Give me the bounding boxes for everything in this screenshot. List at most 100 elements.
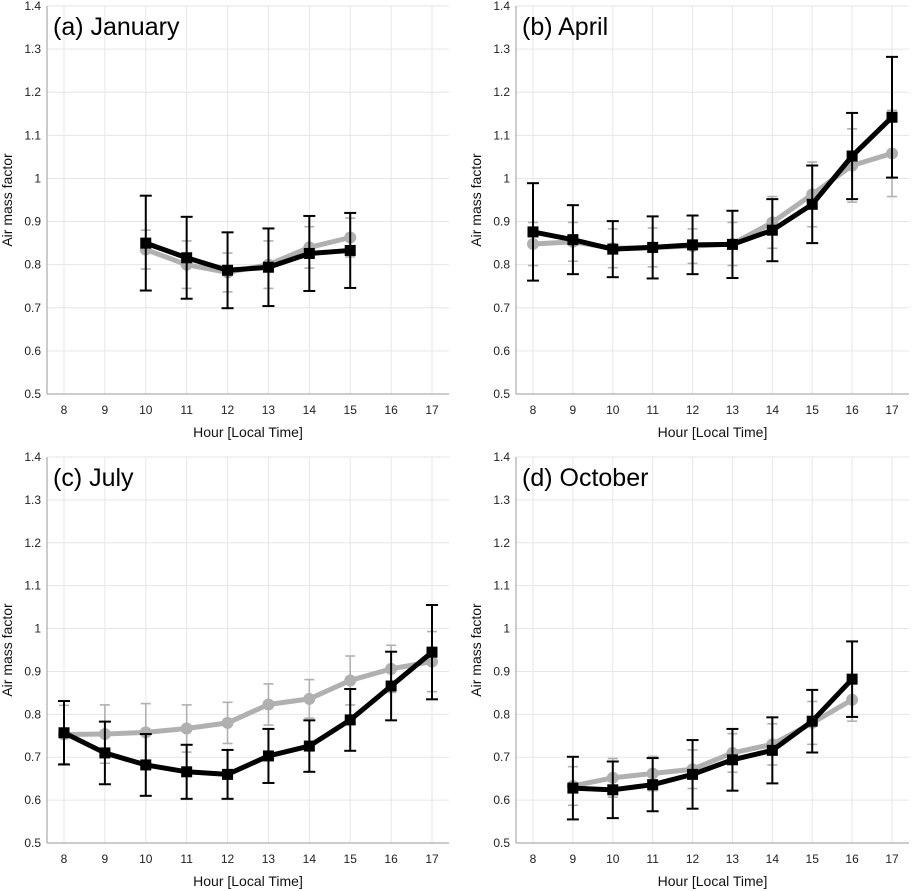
x-tick-label: 13 (262, 403, 276, 417)
data-point-square (567, 782, 579, 794)
data-point-square (726, 754, 738, 766)
y-tick-label: 0.7 (24, 301, 41, 315)
series-black-square (527, 55, 898, 282)
y-axis-title: Air mass factor (468, 153, 484, 247)
x-tick-label: 15 (806, 403, 820, 417)
x-tick-label: 13 (726, 403, 740, 417)
data-point-square (766, 744, 778, 756)
x-tick-label: 12 (686, 852, 700, 866)
x-tick-label: 8 (61, 852, 68, 866)
y-tick-label: 1.4 (493, 0, 510, 13)
x-axis-title: Hour [Local Time] (193, 424, 303, 440)
x-tick-label: 13 (262, 852, 276, 866)
x-tick-label: 15 (344, 403, 358, 417)
data-point-square (385, 680, 397, 692)
data-point-square (303, 247, 315, 259)
x-tick-label: 15 (806, 852, 820, 866)
x-axis-title: Hour [Local Time] (658, 424, 768, 440)
y-tick-label: 0.8 (24, 707, 41, 721)
x-tick-label: 14 (303, 403, 317, 417)
data-point-square (766, 224, 778, 236)
series-black-square (566, 640, 859, 821)
y-tick-label: 0.6 (24, 793, 41, 807)
y-tick-label: 1.4 (24, 0, 41, 13)
chart-panel-1: 0.5 0.6 0.7 0.8 0.9 1 1.1 1.2 1.3 1.4 8 9 10 11 12 13 14… (0, 0, 449, 440)
data-point-square (607, 243, 619, 255)
data-point-square (99, 747, 111, 759)
y-axis-title: Air mass factor (0, 603, 15, 697)
x-tick-label: 9 (102, 403, 109, 417)
x-tick-label: 16 (845, 403, 859, 417)
x-tick-label: 13 (726, 852, 740, 866)
y-tick-label: 0.7 (24, 750, 41, 764)
y-tick-label: 0.7 (493, 750, 510, 764)
chart-panel-2: 0.5 0.6 0.7 0.8 0.9 1 1.1 1.2 1.3 1.4 8 9 10 11 12 13 14… (468, 0, 909, 440)
x-tick-label: 11 (180, 403, 193, 417)
data-point-square (140, 759, 152, 771)
y-tick-label: 0.9 (493, 215, 510, 229)
data-point-square (527, 226, 539, 238)
y-tick-label: 0.6 (493, 344, 510, 358)
y-tick-label: 0.9 (24, 215, 41, 229)
x-tick-label: 11 (646, 852, 659, 866)
data-point-square (647, 779, 659, 791)
data-point-square (262, 261, 274, 273)
x-tick-label: 17 (885, 852, 899, 866)
y-tick-label: 0.5 (493, 836, 510, 850)
x-tick-label: 10 (139, 403, 153, 417)
x-tick-label: 12 (221, 852, 235, 866)
y-tick-label: 0.8 (24, 258, 41, 272)
y-tick-label: 1 (503, 622, 510, 636)
x-tick-label: 14 (766, 403, 780, 417)
y-tick-label: 1.2 (493, 536, 510, 550)
chart-title: (b) April (522, 13, 608, 41)
y-tick-label: 1.3 (24, 42, 41, 56)
y-tick-label: 0.5 (24, 836, 41, 850)
y-tick-label: 1.3 (493, 493, 510, 507)
x-tick-label: 10 (606, 852, 620, 866)
y-axis-title: Air mass factor (0, 153, 15, 247)
data-point-square (607, 784, 619, 796)
x-tick-label: 9 (570, 403, 577, 417)
x-tick-label: 12 (686, 403, 700, 417)
x-tick-label: 8 (530, 403, 537, 417)
data-point-square (222, 768, 234, 780)
x-tick-label: 16 (845, 852, 859, 866)
data-point-circle (262, 698, 275, 711)
data-point-square (806, 198, 818, 210)
data-point-square (344, 244, 356, 256)
data-point-square (687, 239, 699, 251)
data-point-circle (344, 674, 357, 687)
y-tick-label: 0.8 (493, 258, 510, 272)
x-tick-label: 8 (61, 403, 68, 417)
series-line (532, 115, 894, 252)
y-tick-label: 0.5 (493, 387, 510, 401)
data-point-square (806, 715, 818, 727)
x-tick-label: 16 (384, 852, 398, 866)
data-point-circle (221, 716, 234, 729)
y-tick-label: 0.6 (24, 344, 41, 358)
x-tick-label: 9 (570, 852, 577, 866)
chart-title: (d) October (522, 464, 648, 492)
x-tick-label: 14 (766, 852, 780, 866)
data-point-square (687, 768, 699, 780)
y-tick-label: 1.2 (493, 85, 510, 99)
x-tick-label: 9 (102, 852, 109, 866)
chart-panel-4: 0.5 0.6 0.7 0.8 0.9 1 1.1 1.2 1.3 1.4 8 9 10 11 12 13 14… (468, 450, 909, 889)
y-tick-label: 0.9 (24, 664, 41, 678)
x-tick-label: 11 (646, 403, 659, 417)
x-tick-label: 14 (303, 852, 317, 866)
y-tick-label: 1.3 (24, 493, 41, 507)
chart-panel-3: 0.5 0.6 0.7 0.8 0.9 1 1.1 1.2 1.3 1.4 8 9 10 11 12 13 14… (0, 450, 449, 889)
data-point-square (647, 241, 659, 253)
y-tick-label: 0.8 (493, 707, 510, 721)
x-tick-label: 8 (530, 852, 537, 866)
series-line (572, 677, 854, 793)
series-black-square (58, 603, 438, 800)
y-tick-label: 1 (503, 171, 510, 185)
series-black-square (139, 194, 357, 310)
series-line (532, 151, 893, 251)
y-tick-label: 1.2 (24, 536, 41, 550)
data-point-circle (139, 726, 152, 739)
y-tick-label: 0.5 (24, 387, 41, 401)
